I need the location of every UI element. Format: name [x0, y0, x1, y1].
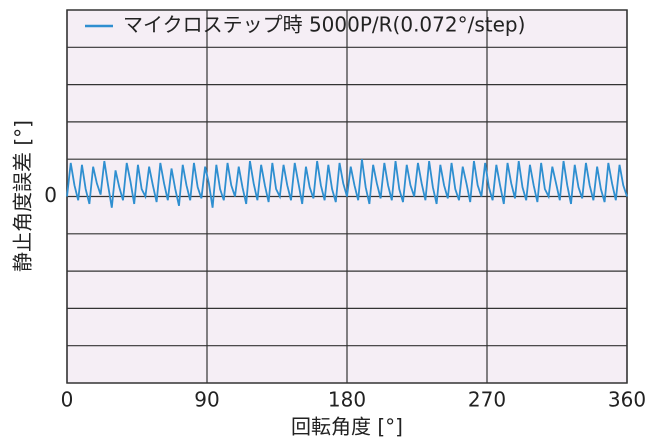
- x-tick-label: 270: [468, 388, 506, 412]
- x-axis-label: 回転角度 [°]: [291, 415, 403, 439]
- y-axis-label: 静止角度誤差 [°]: [11, 120, 35, 272]
- y-tick-label: 0: [44, 183, 57, 207]
- x-tick-label: 360: [608, 388, 646, 412]
- x-tick-label: 90: [194, 388, 219, 412]
- legend-label: マイクロステップ時 5000P/R(0.072°/step): [123, 13, 525, 37]
- data-line: [66, 159, 628, 208]
- x-tick-label: 0: [61, 388, 74, 412]
- x-tick-label: 180: [328, 388, 366, 412]
